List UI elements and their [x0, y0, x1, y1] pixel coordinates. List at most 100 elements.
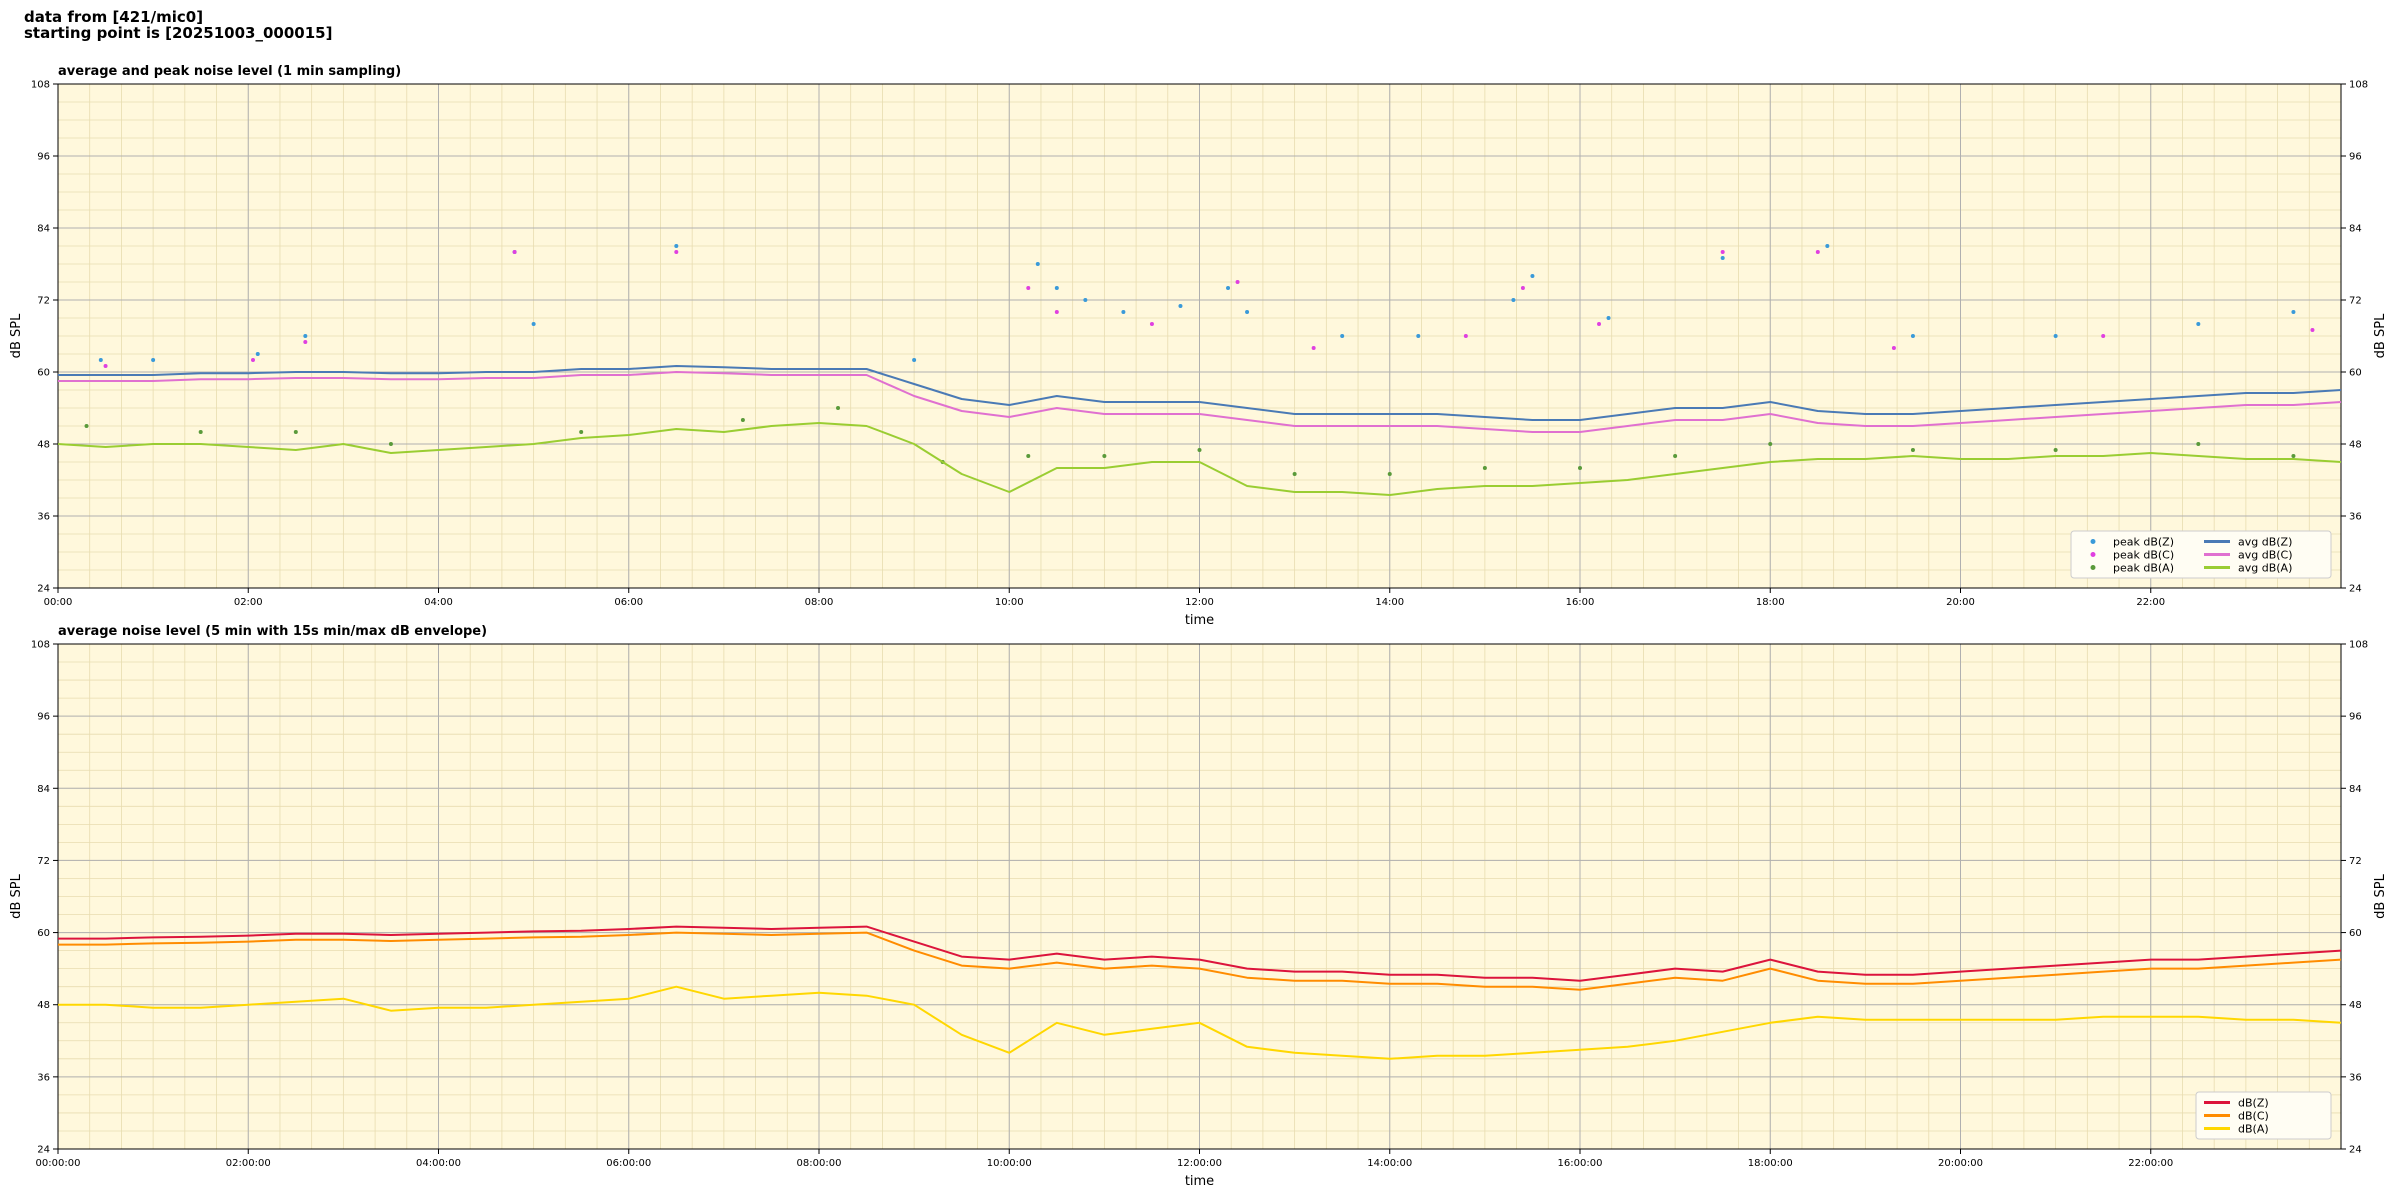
- series-line: [58, 365, 2342, 421]
- x-tick-label: 02:00: [234, 597, 263, 608]
- y-tick-label: 96: [37, 712, 50, 723]
- y-tick-label: 36: [2349, 512, 2362, 523]
- legend-marker: [2090, 552, 2096, 557]
- x-tick-label: 04:00: [424, 597, 453, 608]
- peak-point: [255, 352, 260, 356]
- series-line: [58, 925, 2342, 982]
- peak-point: [1720, 256, 1725, 260]
- x-axis-label: time: [1185, 1174, 1214, 1189]
- y-axis-label: dB SPL: [9, 873, 24, 918]
- x-tick-label: 02:00:00: [226, 1158, 271, 1169]
- y-tick-label: 108: [31, 640, 50, 651]
- y-tick-label: 84: [37, 784, 50, 795]
- legend-marker: [2090, 539, 2096, 544]
- x-tick-label: 18:00:00: [1748, 1158, 1793, 1169]
- peak-point: [1054, 286, 1059, 290]
- x-tick-label: 22:00:00: [2128, 1158, 2173, 1169]
- legend-label: dB(Z): [2238, 1097, 2269, 1110]
- legend-label: dB(A): [2238, 1123, 2269, 1136]
- y-tick-label: 24: [2349, 584, 2362, 595]
- peak-point: [1149, 322, 1154, 326]
- x-tick-label: 08:00:00: [797, 1158, 842, 1169]
- peak-point: [1825, 244, 1830, 248]
- peak-point: [84, 424, 89, 428]
- y-tick-label: 108: [2349, 80, 2368, 91]
- y-tick-label: 96: [37, 152, 50, 163]
- x-tick-label: 12:00:00: [1177, 1158, 1222, 1169]
- peak-point: [2053, 334, 2058, 338]
- peak-point: [1720, 250, 1725, 254]
- peak-point: [2053, 448, 2058, 452]
- peak-point: [1197, 448, 1202, 452]
- y-tick-label: 36: [37, 1072, 50, 1083]
- y-tick-label: 72: [2349, 856, 2362, 867]
- peak-point: [1026, 454, 1031, 458]
- legend-box: [2070, 530, 2332, 579]
- x-tick-label: 08:00: [805, 597, 834, 608]
- x-tick-label: 06:00: [614, 597, 643, 608]
- peak-point: [1292, 472, 1297, 476]
- y-tick-label: 24: [37, 584, 50, 595]
- y-tick-label: 60: [2349, 928, 2362, 939]
- peak-point: [1910, 448, 1915, 452]
- peak-point: [1178, 304, 1183, 308]
- peak-point: [836, 406, 841, 410]
- x-tick-label: 20:00: [1946, 597, 1975, 608]
- peak-point: [1102, 454, 1107, 458]
- y-tick-label: 96: [2349, 152, 2362, 163]
- x-tick-label: 04:00:00: [416, 1158, 461, 1169]
- plot-frame: [57, 83, 2342, 589]
- peak-point: [740, 418, 745, 422]
- peak-point: [2291, 454, 2296, 458]
- series-line: [58, 371, 2342, 433]
- peak-point: [1597, 322, 1602, 326]
- x-tick-label: 00:00:00: [36, 1158, 81, 1169]
- x-tick-label: 20:00:00: [1938, 1158, 1983, 1169]
- x-tick-label: 16:00: [1566, 597, 1595, 608]
- y-tick-label: 84: [2349, 784, 2362, 795]
- y-tick-label: 36: [2349, 1072, 2362, 1083]
- peak-point: [198, 430, 203, 434]
- peak-point: [531, 322, 536, 326]
- peak-point: [1463, 334, 1468, 338]
- peak-point: [1578, 466, 1582, 470]
- x-tick-label: 14:00: [1375, 597, 1404, 608]
- y-tick-label: 72: [2349, 296, 2362, 307]
- peak-point: [103, 364, 108, 368]
- header-line: data from [421/mic0]: [24, 8, 203, 26]
- y-tick-label: 108: [2349, 640, 2368, 651]
- legend-marker: [2090, 565, 2096, 570]
- y-tick-label: 72: [37, 856, 50, 867]
- y-tick-label: 84: [2349, 224, 2362, 235]
- x-tick-label: 06:00:00: [606, 1158, 651, 1169]
- peak-point: [2101, 334, 2106, 338]
- peak-point: [1121, 310, 1126, 314]
- x-tick-label: 22:00: [2136, 597, 2165, 608]
- y-tick-label: 60: [2349, 368, 2362, 379]
- peak-point: [1083, 298, 1088, 302]
- y-axis-label: dB SPL: [9, 313, 24, 358]
- peak-point: [674, 250, 679, 254]
- x-tick-label: 18:00: [1756, 597, 1785, 608]
- y-tick-label: 24: [37, 1145, 50, 1156]
- peak-point: [1482, 466, 1487, 470]
- peak-point: [674, 244, 679, 248]
- peak-point: [1606, 316, 1611, 320]
- plot-frame: [57, 643, 2342, 1150]
- y-tick-label: 24: [2349, 1145, 2362, 1156]
- peak-point: [1416, 334, 1421, 338]
- peak-point: [1387, 472, 1392, 476]
- peak-point: [251, 358, 256, 362]
- peak-point: [1891, 346, 1896, 350]
- series-line: [58, 985, 2342, 1060]
- peak-point: [1054, 310, 1059, 314]
- peak-point: [912, 358, 917, 362]
- peak-point: [579, 430, 584, 434]
- header-line: starting point is [20251003_000015]: [24, 24, 332, 42]
- peak-point: [293, 430, 298, 434]
- y-tick-label: 108: [31, 80, 50, 91]
- x-axis-label: time: [1185, 613, 1214, 628]
- y-tick-label: 60: [37, 928, 50, 939]
- y-tick-label: 48: [37, 440, 50, 451]
